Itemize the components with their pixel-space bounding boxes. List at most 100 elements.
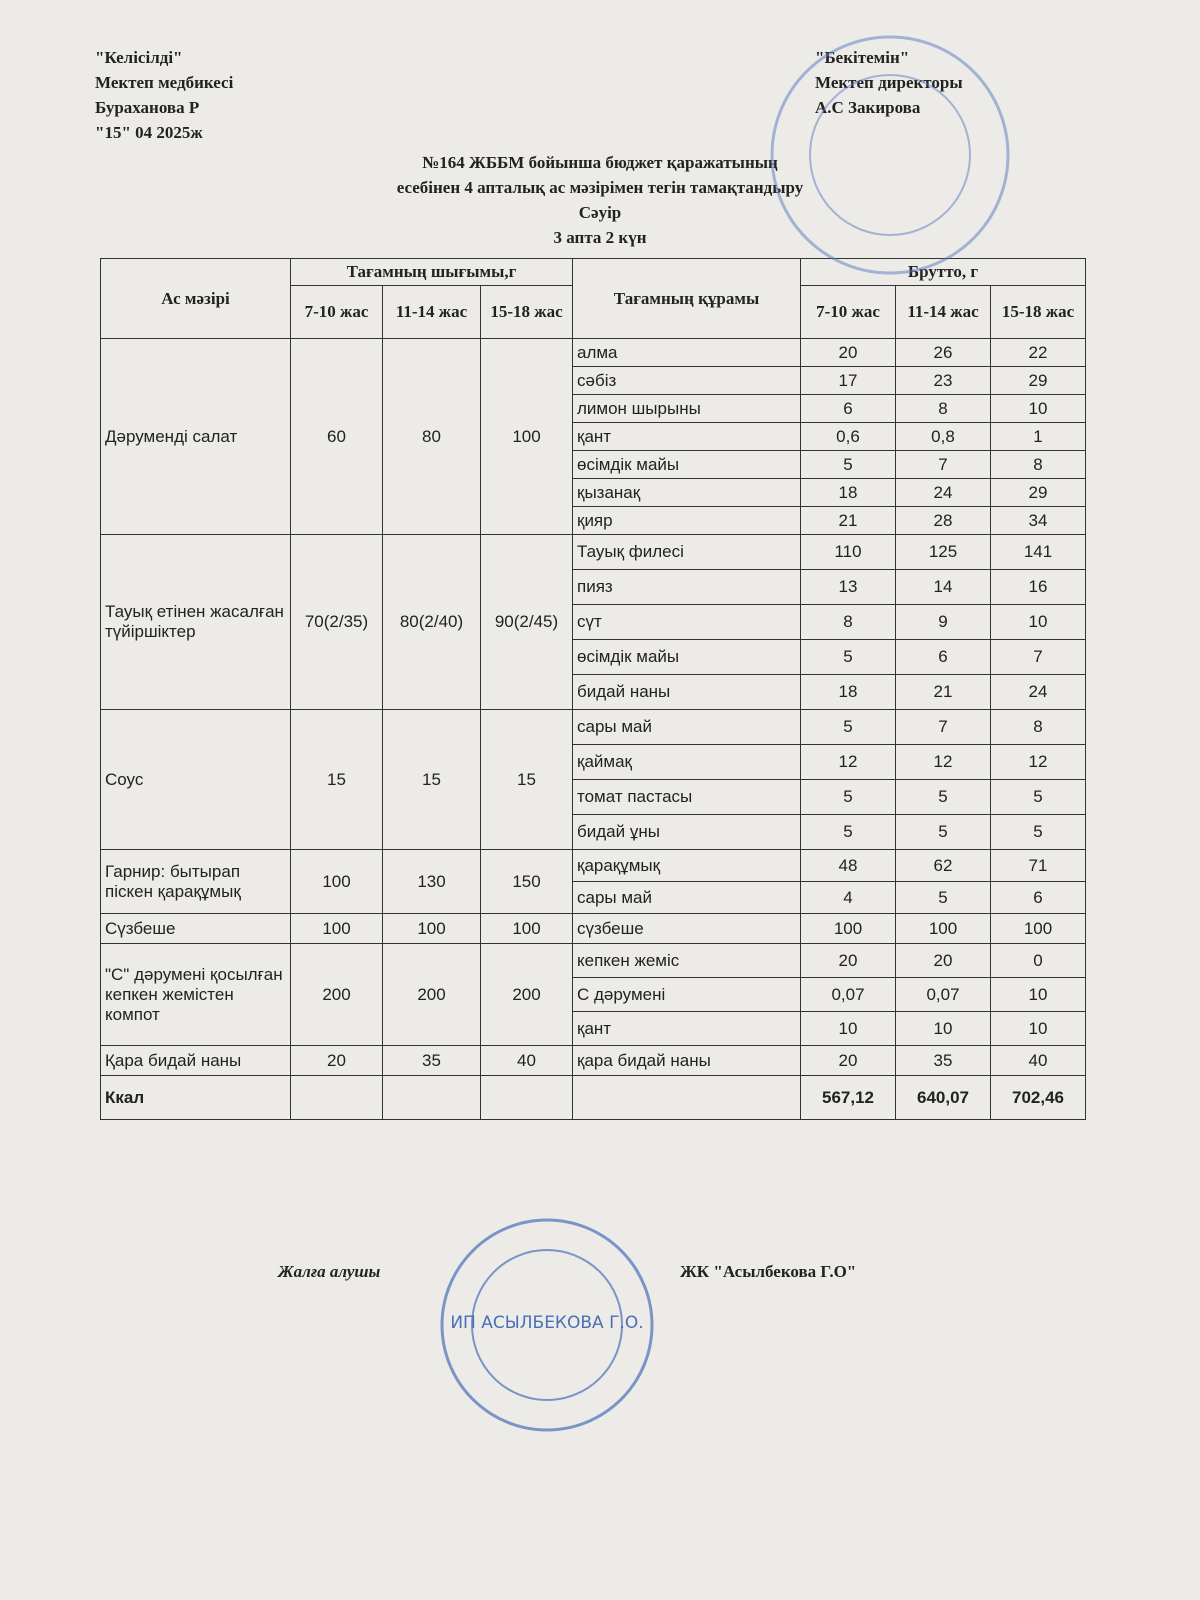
brutto-cell: 29	[990, 366, 1086, 395]
ingredient-row: қаймақ 12 12 12	[101, 744, 1086, 780]
dish-name: "С" дәрумені қосылған кепкен жемістен ко…	[100, 943, 291, 1046]
approval-right: "Бекітемін" Мектеп директоры А.С Закирова	[815, 45, 963, 120]
empty-cell	[290, 1075, 383, 1120]
ingredient-row: Дәруменді салат 60 80 100 алма 20 26 22	[100, 338, 1086, 535]
title: №164 ЖББМ бойынша бюджет қаражатының есеб…	[0, 150, 1200, 250]
ingredient-name: Тауық филесі	[572, 534, 801, 570]
brutto-cell: 18	[800, 674, 896, 710]
menu-table: Ас мәзірі Тағамның шығымы,г Тағамның құрам…	[100, 258, 1086, 1120]
approval-line: А.С Закирова	[815, 98, 921, 117]
ingredient-name: лимон шырыны	[572, 394, 801, 423]
stamp: ИП АСЫЛБЕКОВА Г.О.	[440, 1218, 654, 1432]
brutto-cell: 5	[800, 450, 896, 479]
approval-line: Бураханова Р	[95, 98, 200, 117]
brutto-cell: 100	[990, 913, 1086, 944]
brutto-cell: 34	[990, 506, 1086, 535]
brutto-cell: 10	[895, 1011, 991, 1046]
title-line: №164 ЖББМ бойынша бюджет қаражатының	[422, 153, 778, 172]
brutto-cell: 21	[800, 506, 896, 535]
title-line: есебінен 4 апталық ас мәзірімен тегін та…	[396, 178, 804, 197]
dish-name: Сүзбеше	[100, 913, 291, 944]
ingredient-name: сары май	[572, 709, 801, 745]
empty-cell	[382, 1075, 481, 1120]
ingredient-name: сәбіз	[572, 366, 801, 395]
stamp-director	[770, 35, 1010, 275]
brutto-cell: 8	[990, 450, 1086, 479]
title-line: Сәуір	[578, 203, 622, 222]
brutto-cell: 22	[990, 338, 1086, 367]
brutto-cell: 0,07	[895, 977, 991, 1012]
ingredient-name: сүт	[572, 604, 801, 640]
brutto-cell: 5	[990, 814, 1086, 850]
yield-cell: 200	[480, 943, 573, 1046]
age-header: 11-14 жас	[895, 285, 991, 339]
brutto-cell: 12	[895, 744, 991, 780]
brutto-cell: 125	[895, 534, 991, 570]
ingredient-name: алма	[572, 338, 801, 367]
yield-cell: 200	[382, 943, 481, 1046]
ingredient-name: қант	[572, 1011, 801, 1046]
dish-name: Дәруменді салат	[100, 338, 291, 535]
ingredient-row: Қара бидай наны 20 35 40 қара бидай наны 20 35…	[100, 1045, 1086, 1076]
ingredient-row: қант 10 10 10	[101, 1011, 1086, 1046]
total-value: 567,12	[800, 1075, 896, 1120]
dish-name: Қара бидай наны	[100, 1045, 291, 1076]
ingredient-name: қаймақ	[572, 744, 801, 780]
yield-cell: 130	[382, 849, 481, 914]
brutto-cell: 23	[895, 366, 991, 395]
brutto-cell: 14	[895, 569, 991, 605]
brutto-cell: 24	[895, 478, 991, 507]
brutto-cell: 10	[990, 977, 1086, 1012]
brutto-cell: 62	[895, 849, 991, 882]
brutto-cell: 5	[990, 779, 1086, 815]
brutto-cell: 5	[895, 814, 991, 850]
ingredient-name: қарақұмық	[572, 849, 801, 882]
brutto-cell: 20	[800, 338, 896, 367]
header-cell: Ас мәзірі	[100, 258, 291, 339]
brutto-cell: 12	[800, 744, 896, 780]
ingredient-row: бидай наны 18 21 24	[101, 674, 1086, 710]
brutto-cell: 20	[800, 943, 896, 978]
brutto-cell: 100	[895, 913, 991, 944]
brutto-cell: 7	[990, 639, 1086, 675]
yield-cell: 100	[290, 849, 383, 914]
brutto-cell: 5	[895, 779, 991, 815]
lessee-name: ЖК "Асылбекова Г.О"	[680, 1262, 857, 1281]
brutto-cell: 0,8	[895, 422, 991, 451]
brutto-cell: 1	[990, 422, 1086, 451]
brutto-cell: 7	[895, 709, 991, 745]
ingredient-name: қызанақ	[572, 478, 801, 507]
brutto-cell: 24	[990, 674, 1086, 710]
yield-cell: 100	[290, 913, 383, 944]
yield-cell: 15	[290, 709, 383, 850]
total-value: 702,46	[990, 1075, 1086, 1120]
brutto-cell: 40	[990, 1045, 1086, 1076]
yield-cell: 80(2/40)	[382, 534, 481, 710]
ingredient-name: қара бидай наны	[572, 1045, 801, 1076]
yield-cell: 200	[290, 943, 383, 1046]
ingredient-name: кепкен жеміс	[572, 943, 801, 978]
brutto-cell: 20	[800, 1045, 896, 1076]
ingredient-name: томат пастасы	[572, 779, 801, 815]
ingredient-name: бидай ұны	[572, 814, 801, 850]
age-header: 11-14 жас	[382, 285, 481, 339]
brutto-cell: 12	[990, 744, 1086, 780]
ingredient-name: С дәрумені	[572, 977, 801, 1012]
total-row: Ккал 567,12 640,07 702,46	[100, 1075, 1086, 1120]
yield-cell: 100	[382, 913, 481, 944]
yield-cell: 70(2/35)	[290, 534, 383, 710]
ingredient-row: Гарнир: бытырап піскен қарақұмық 100 130 15…	[100, 849, 1086, 914]
age-header: 15-18 жас	[990, 285, 1086, 339]
lessee-label: Жалға алушы	[278, 1262, 381, 1281]
brutto-cell: 35	[895, 1045, 991, 1076]
brutto-cell: 9	[895, 604, 991, 640]
brutto-cell: 26	[895, 338, 991, 367]
yield-cell: 150	[480, 849, 573, 914]
yield-cell: 90(2/45)	[480, 534, 573, 710]
brutto-cell: 48	[800, 849, 896, 882]
yield-cell: 100	[480, 913, 573, 944]
approval-line: "Келісілді"	[95, 48, 183, 67]
brutto-cell: 6	[990, 881, 1086, 914]
brutto-cell: 0	[990, 943, 1086, 978]
ingredient-row: сары май 4 5 6	[101, 881, 1086, 914]
